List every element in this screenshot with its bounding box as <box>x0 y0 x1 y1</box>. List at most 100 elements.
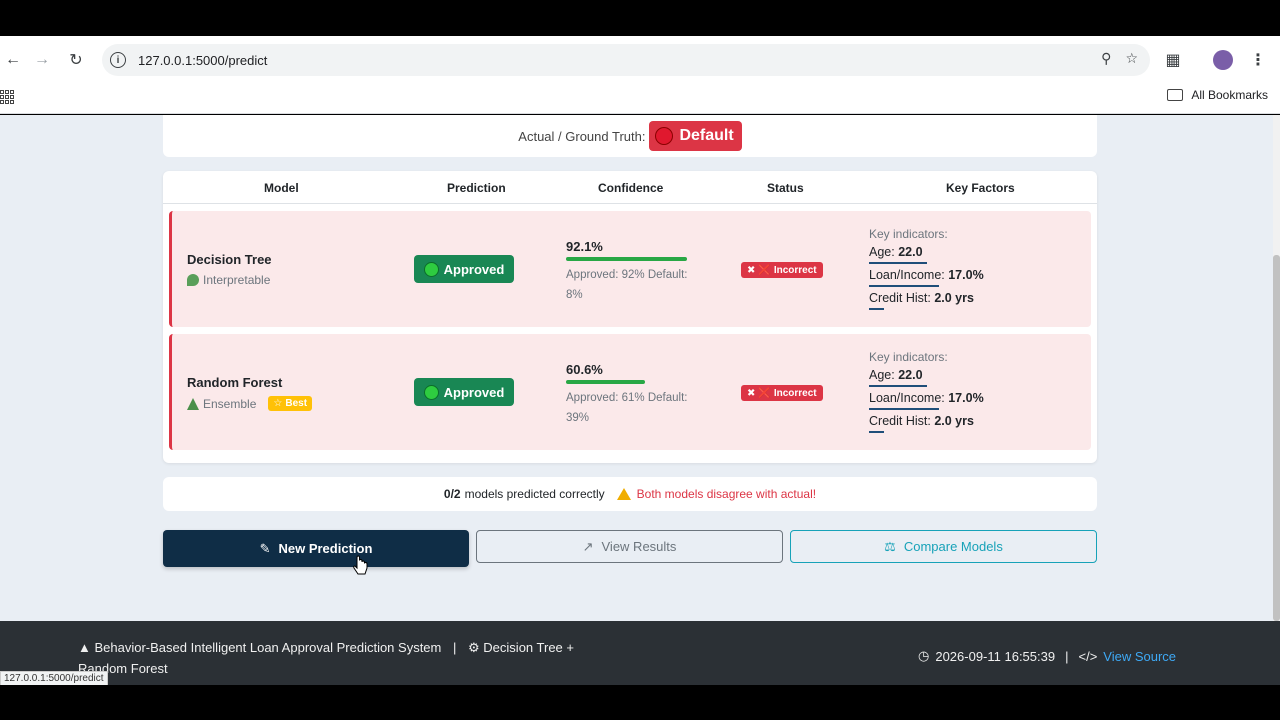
page-scrollbar[interactable] <box>1273 115 1280 621</box>
warning-icon <box>616 488 631 500</box>
footer-meta: ◷ 2026-09-11 16:55:39 | </> View Source <box>918 648 1176 664</box>
ground-truth-badge: Default <box>649 121 742 151</box>
header-prediction: Prediction <box>447 181 506 195</box>
site-info-icon[interactable]: i <box>110 52 126 68</box>
credit-history-value: 2.0 yrs <box>934 414 974 428</box>
footer-models: Decision Tree + Random Forest <box>78 640 574 676</box>
table-row: Decision Tree Interpretable Approved 92.… <box>169 211 1091 327</box>
page-content: Actual / Ground Truth: Default Model Pre… <box>0 115 1273 621</box>
footer-separator-2: | <box>1065 648 1069 664</box>
summary-text: models predicted correctly <box>464 487 605 501</box>
confidence-bar <box>566 380 645 384</box>
age-value: 22.0 <box>898 245 923 259</box>
bookmarks-bar: All Bookmarks <box>0 84 1280 114</box>
x-mark-icon: ❌ <box>758 264 771 276</box>
best-badge: ☆ Best <box>268 396 313 411</box>
loan-income-label: Loan/Income: <box>869 268 945 282</box>
all-bookmarks[interactable]: All Bookmarks <box>1167 88 1268 102</box>
prediction-label: Approved <box>443 384 505 400</box>
profile-avatar[interactable] <box>1210 47 1236 73</box>
balance-scale-icon: ⚖ <box>884 538 896 554</box>
zoom-icon[interactable]: ⚲ <box>1101 50 1112 66</box>
confidence-bar <box>566 257 687 261</box>
forward-arrow-icon[interactable]: → <box>34 51 50 68</box>
summary-score: 0/2 <box>443 487 461 501</box>
compare-models-label: Compare Models <box>903 539 1003 554</box>
close-icon: ✖ <box>747 264 756 276</box>
model-tag: Interpretable <box>187 273 270 287</box>
key-factor-age: Age: 22.0 <box>869 368 984 391</box>
reload-icon[interactable]: ↻ <box>69 52 83 69</box>
model-tag-label: Ensemble <box>203 396 257 411</box>
header-model: Model <box>264 181 299 195</box>
back-arrow-icon[interactable]: ← <box>5 51 21 68</box>
leaf-icon <box>187 274 199 286</box>
key-factors: Key indicators: Age: 22.0 Loan/Income: 1… <box>869 227 984 314</box>
pencil-icon: ✎ <box>259 540 271 556</box>
confidence-detail: Approved: 92% Default: 8% <box>566 269 688 301</box>
model-name: Decision Tree <box>187 252 272 267</box>
new-prediction-label: New Prediction <box>278 541 373 556</box>
window-frame-bottom <box>0 685 1280 720</box>
address-url[interactable]: 127.0.0.1:5000/predict <box>138 52 268 68</box>
key-indicators-title: Key indicators: <box>869 227 948 241</box>
view-source-link[interactable]: View Source <box>1103 648 1177 664</box>
hand-cursor-icon <box>353 555 368 575</box>
browser-toolbar: ← → ↻ i 127.0.0.1:5000/predict ⚲ ☆ ▦ ⋮ <box>0 36 1280 84</box>
green-circle-icon <box>423 384 439 400</box>
model-tag: Ensemble ☆ Best <box>187 396 313 411</box>
header-status: Status <box>767 181 804 195</box>
compare-models-button[interactable]: ⚖ Compare Models <box>790 530 1097 563</box>
summary-warning: Both models disagree with actual! <box>616 487 817 501</box>
loan-income-value: 17.0% <box>948 391 984 405</box>
model-tag-label: Interpretable <box>203 273 271 287</box>
confidence-value: 92.1% <box>566 239 603 254</box>
status-label: Incorrect <box>773 264 817 276</box>
address-bar[interactable]: i 127.0.0.1:5000/predict ⚲ ☆ <box>102 44 1150 76</box>
age-underline <box>869 262 927 264</box>
footer-system-info: ▲ Behavior-Based Intelligent Loan Approv… <box>78 637 618 679</box>
footer-system-name: Behavior-Based Intelligent Loan Approval… <box>94 640 442 655</box>
key-factor-loan-income: Loan/Income: 17.0% <box>869 268 984 291</box>
ground-truth-card: Actual / Ground Truth: Default <box>163 115 1097 157</box>
red-circle-icon <box>655 127 674 145</box>
ground-truth-label: Actual / Ground Truth: <box>518 128 646 144</box>
green-circle-icon <box>423 261 439 277</box>
best-badge-label: Best <box>285 398 308 409</box>
key-indicators-title: Key indicators: <box>869 350 948 364</box>
bookmark-star-icon[interactable]: ☆ <box>1125 50 1138 66</box>
credit-history-label: Credit Hist: <box>869 414 931 428</box>
loan-income-underline <box>869 285 939 287</box>
key-factor-credit-history: Credit Hist: 2.0 yrs <box>869 291 984 314</box>
new-prediction-button[interactable]: ✎ New Prediction <box>163 530 469 567</box>
prediction-badge: Approved <box>414 255 514 283</box>
key-factor-loan-income: Loan/Income: 17.0% <box>869 391 984 414</box>
credit-history-underline <box>869 431 884 433</box>
status-label: Incorrect <box>773 387 817 399</box>
close-icon: ✖ <box>747 387 756 399</box>
view-results-button[interactable]: ↗ View Results <box>476 530 783 563</box>
summary-warning-text: Both models disagree with actual! <box>636 487 817 501</box>
code-icon: </> <box>1078 648 1098 664</box>
apps-grid-icon[interactable] <box>0 90 14 104</box>
prediction-badge: Approved <box>414 378 514 406</box>
page-footer: ▲ Behavior-Based Intelligent Loan Approv… <box>0 621 1280 685</box>
x-mark-icon: ❌ <box>758 387 771 399</box>
loan-income-value: 17.0% <box>948 268 984 282</box>
loan-income-label: Loan/Income: <box>869 391 945 405</box>
status-badge: ✖ ❌ Incorrect <box>741 262 823 278</box>
age-label: Age: <box>869 245 895 259</box>
star-icon: ☆ <box>273 398 283 409</box>
extensions-icon[interactable]: ▦ <box>1165 52 1181 69</box>
scrollbar-thumb[interactable] <box>1273 255 1280 621</box>
clock-icon: ◷ <box>918 648 930 663</box>
confidence-value: 60.6% <box>566 362 603 377</box>
key-factors: Key indicators: Age: 22.0 Loan/Income: 1… <box>869 350 984 437</box>
status-badge: ✖ ❌ Incorrect <box>741 385 823 401</box>
age-label: Age: <box>869 368 895 382</box>
browser-menu-icon[interactable]: ⋮ <box>1250 52 1266 69</box>
window-frame-top <box>0 0 1280 36</box>
robot-icon: ⚙ <box>468 640 480 655</box>
credit-history-value: 2.0 yrs <box>934 291 974 305</box>
age-underline <box>869 385 927 387</box>
